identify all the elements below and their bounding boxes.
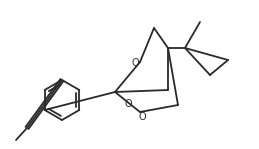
Text: O: O bbox=[124, 99, 132, 109]
Text: O: O bbox=[138, 112, 146, 122]
Text: O: O bbox=[131, 58, 139, 68]
